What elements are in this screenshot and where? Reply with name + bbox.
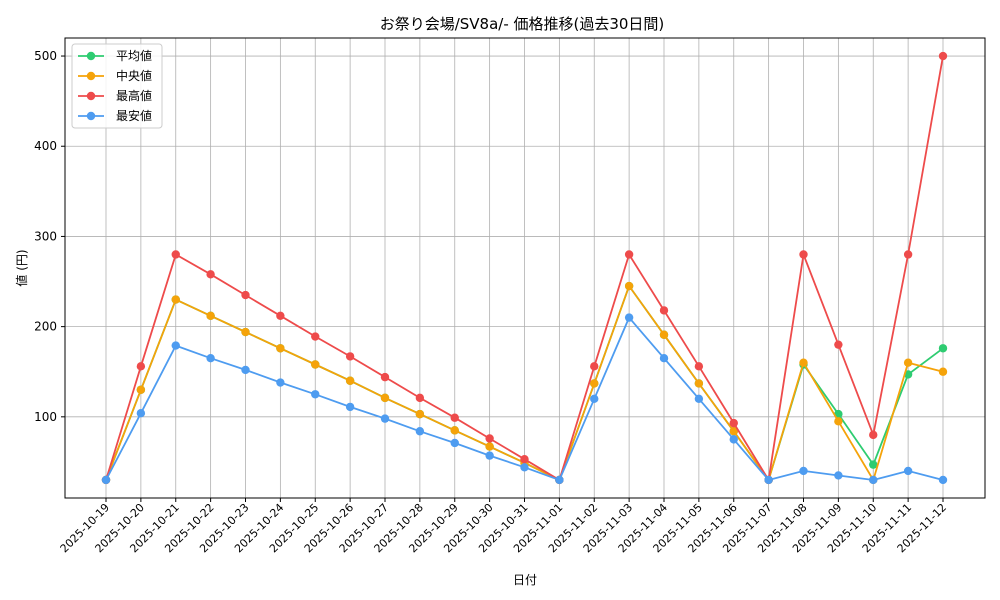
legend-marker bbox=[86, 111, 96, 121]
y-tick-label: 100 bbox=[34, 410, 57, 424]
data-point bbox=[590, 394, 599, 403]
data-point bbox=[729, 418, 738, 428]
legend-label: 中央値 bbox=[116, 68, 152, 83]
data-point bbox=[938, 475, 948, 485]
data-point bbox=[729, 427, 738, 436]
legend-label: 平均値 bbox=[116, 48, 152, 63]
data-point bbox=[590, 379, 599, 388]
data-point bbox=[869, 475, 878, 485]
data-point bbox=[171, 295, 180, 304]
data-point bbox=[345, 376, 355, 385]
data-point bbox=[659, 330, 669, 339]
data-point bbox=[415, 393, 425, 403]
legend-entry: 中央値 bbox=[78, 68, 152, 83]
data-point bbox=[485, 442, 494, 451]
y-tick-label: 200 bbox=[34, 320, 57, 334]
legend-marker bbox=[86, 91, 96, 101]
data-point bbox=[311, 360, 320, 369]
data-point bbox=[276, 311, 285, 321]
data-point bbox=[938, 367, 948, 376]
data-point bbox=[869, 460, 878, 469]
data-point bbox=[624, 281, 634, 291]
data-point bbox=[520, 455, 529, 464]
data-point bbox=[694, 394, 704, 403]
data-point bbox=[241, 290, 250, 300]
legend-marker bbox=[86, 51, 96, 61]
series-layer bbox=[101, 51, 948, 485]
x-axis-label: 日付 bbox=[513, 573, 537, 587]
data-point bbox=[241, 365, 250, 375]
data-point bbox=[136, 385, 146, 394]
data-point bbox=[171, 341, 180, 350]
legend-marker bbox=[86, 71, 96, 81]
data-point bbox=[380, 372, 390, 382]
data-point bbox=[276, 344, 285, 353]
y-axis-label: 値 (円) bbox=[14, 249, 29, 286]
data-point bbox=[659, 353, 669, 363]
data-point bbox=[450, 438, 459, 448]
data-point bbox=[520, 463, 529, 472]
data-point bbox=[311, 332, 320, 341]
legend-entry: 平均値 bbox=[78, 48, 152, 63]
chart-title: お祭り会場/SV8a/- 価格推移(過去30日間) bbox=[380, 15, 665, 33]
data-point bbox=[450, 413, 459, 422]
data-point bbox=[206, 270, 215, 279]
data-point bbox=[764, 475, 773, 485]
data-point bbox=[136, 362, 146, 371]
data-point bbox=[903, 466, 913, 476]
data-point bbox=[485, 451, 494, 460]
data-point bbox=[380, 393, 390, 403]
data-point bbox=[659, 306, 669, 315]
data-point bbox=[799, 466, 808, 476]
data-point bbox=[624, 250, 634, 259]
data-point bbox=[311, 390, 320, 399]
legend-label: 最高値 bbox=[116, 88, 152, 103]
data-point bbox=[206, 353, 215, 363]
data-point bbox=[869, 430, 878, 440]
legend-box bbox=[71, 43, 163, 129]
data-point bbox=[380, 414, 390, 423]
data-point bbox=[276, 378, 285, 387]
data-point bbox=[624, 313, 634, 322]
y-tick-label: 500 bbox=[34, 49, 57, 63]
data-point bbox=[799, 358, 808, 367]
data-point bbox=[694, 362, 704, 371]
legend-entry: 最安値 bbox=[78, 108, 152, 123]
data-point bbox=[938, 51, 948, 61]
data-point bbox=[415, 409, 425, 419]
data-point bbox=[345, 402, 355, 412]
data-point bbox=[415, 427, 425, 436]
data-point bbox=[903, 250, 913, 259]
y-tick-label: 300 bbox=[34, 229, 57, 243]
data-point bbox=[171, 250, 180, 259]
series-最高値 bbox=[101, 51, 948, 485]
data-point bbox=[450, 426, 459, 435]
data-point bbox=[590, 362, 599, 371]
data-point bbox=[206, 311, 215, 321]
data-point bbox=[834, 471, 843, 480]
data-point bbox=[136, 409, 146, 418]
data-point bbox=[241, 327, 250, 337]
data-point bbox=[834, 340, 843, 349]
data-point bbox=[729, 435, 738, 444]
data-point bbox=[485, 434, 494, 443]
data-point bbox=[694, 379, 704, 388]
legend-entry: 最高値 bbox=[78, 88, 152, 103]
data-point bbox=[903, 358, 913, 367]
data-point bbox=[101, 475, 111, 485]
legend-label: 最安値 bbox=[116, 108, 152, 123]
data-point bbox=[345, 352, 355, 361]
data-point bbox=[834, 417, 843, 426]
data-point bbox=[799, 250, 808, 259]
data-point bbox=[555, 475, 564, 485]
data-point bbox=[938, 344, 948, 353]
series-最安値 bbox=[101, 313, 948, 485]
y-tick-label: 400 bbox=[34, 139, 57, 153]
